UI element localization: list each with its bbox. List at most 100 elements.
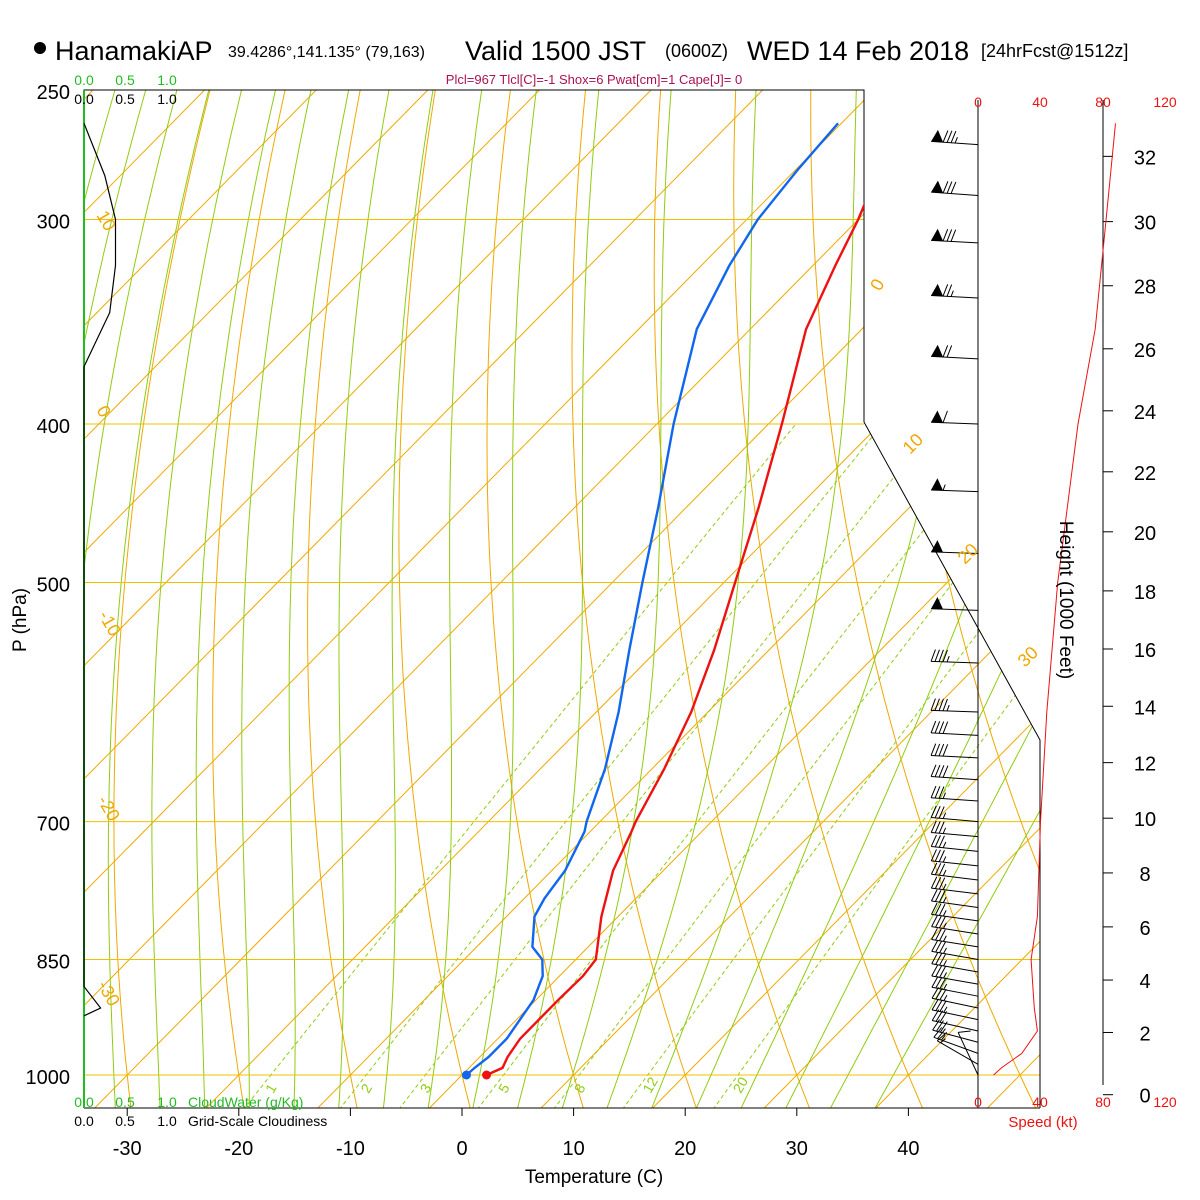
cloud-water-tick-bottom: 0.0 xyxy=(74,1094,94,1110)
dry-adiabat xyxy=(398,90,472,1108)
wind-barb-staff xyxy=(933,1036,979,1054)
wind-barb-flag xyxy=(931,940,939,952)
isotherm-line xyxy=(985,90,1040,1108)
wind-barb-staff xyxy=(931,986,979,997)
wind-barb xyxy=(931,540,979,554)
wind-barb-flag xyxy=(935,999,943,1011)
wind-barb-flag xyxy=(934,903,942,916)
wind-barb-flag xyxy=(934,849,941,862)
wind-barb-staff xyxy=(931,913,979,922)
wind-barb xyxy=(931,964,979,985)
dry-adiabat xyxy=(653,90,811,1108)
wind-barb-staff xyxy=(932,1029,979,1043)
mixing-ratio-label: 5 xyxy=(495,1081,513,1096)
wind-barb-flag xyxy=(942,721,949,734)
cloud-water-axis-title: CloudWater (g/Kg) xyxy=(188,1094,303,1110)
moist-adiabat xyxy=(516,90,603,1108)
moist-adiabat xyxy=(195,90,283,1108)
wind-barb-staff xyxy=(931,860,979,867)
temperature-line xyxy=(486,122,901,1077)
dewpoint-line xyxy=(465,122,840,1076)
height-axis-title: Height (1000 Feet) xyxy=(1055,521,1076,679)
wind-barb-half-flag xyxy=(942,896,947,903)
cloud-water-tick-top: 1.0 xyxy=(157,72,177,88)
cloud-water-tick-bottom: 1.0 xyxy=(157,1094,177,1110)
isotherm-line xyxy=(84,90,1015,1108)
wind-barb xyxy=(930,820,979,838)
wind-barb-flag xyxy=(938,890,946,903)
wind-barb xyxy=(931,283,979,299)
wind-barb-flag xyxy=(939,966,947,978)
wind-barb-staff xyxy=(931,775,979,781)
wind-barb-pennant xyxy=(931,228,944,242)
dry-adiabat xyxy=(959,90,1040,1108)
wind-barb-flag xyxy=(931,902,938,915)
moist-adiabat xyxy=(784,90,1040,1108)
cloudiness-tick-top: 0.0 xyxy=(74,91,94,107)
wind-barb-flag xyxy=(938,903,946,916)
wind-barb-flag xyxy=(930,764,937,777)
wind-barb-half-flag xyxy=(942,841,947,848)
wind-barb-flag xyxy=(950,130,957,143)
dry-adiabat xyxy=(885,90,1040,1108)
wind-barb-flag xyxy=(934,821,941,834)
wind-barb xyxy=(931,915,979,935)
isotherm-line xyxy=(92,90,1040,1108)
wind-barb-flag xyxy=(935,965,943,977)
isotherm-line xyxy=(315,90,1040,1108)
moist-adiabat xyxy=(107,90,217,1108)
wind-barb xyxy=(957,1030,979,1076)
wind-barb-flag xyxy=(942,765,949,778)
wind-barb-pennant xyxy=(931,540,944,553)
wind-barb-staff xyxy=(931,900,979,909)
wind-barb-flag xyxy=(930,820,937,833)
valid-utc: (0600Z) xyxy=(665,41,728,61)
height-tick-label: 16 xyxy=(1134,640,1156,662)
cloudiness-tick-top: 0.5 xyxy=(115,91,135,107)
wind-speed-tick-top: 0 xyxy=(974,94,982,110)
wind-barb-flag xyxy=(942,345,949,358)
wind-barb xyxy=(931,998,979,1021)
wind-barb-half-flag xyxy=(942,856,947,863)
cloud-water-tick-top: 0.0 xyxy=(74,72,94,88)
wind-barb-flag xyxy=(938,835,945,848)
wind-barb-half-flag xyxy=(942,869,947,876)
moist-adiabat xyxy=(151,90,250,1108)
temperature-tick-label: -20 xyxy=(224,1138,253,1160)
cloudiness-axis-title: Grid-Scale Cloudiness xyxy=(188,1113,327,1129)
wind-speed-axis-title: Speed (kt) xyxy=(1008,1114,1077,1131)
wind-barb-flag xyxy=(930,698,936,711)
mixing-ratio-line xyxy=(242,423,797,1108)
pressure-tick-label: 300 xyxy=(37,212,70,234)
wind-barb-flag xyxy=(930,876,938,889)
pressure-tick-label: 700 xyxy=(37,814,70,836)
moist-adiabat xyxy=(382,90,439,1108)
wind-barb xyxy=(931,180,979,196)
wind-barb xyxy=(931,478,979,493)
moist-adiabat xyxy=(427,90,487,1108)
wind-barb-half-flag xyxy=(943,1006,948,1013)
wind-speed-line xyxy=(993,123,1116,1076)
wind-barb-flag xyxy=(930,805,937,818)
chart-header: HanamakiAP 39.4286°,141.135° (79,163) Va… xyxy=(34,36,1128,87)
wind-barb-flag xyxy=(934,786,941,799)
wind-barb-flag xyxy=(946,229,953,242)
temperature-tick-label: 40 xyxy=(897,1138,919,1160)
pressure-tick-label: 1000 xyxy=(26,1067,71,1089)
wind-barb xyxy=(930,862,979,881)
wind-barb-flag xyxy=(931,915,938,927)
wind-barb-flag xyxy=(937,1028,946,1039)
wind-barb xyxy=(931,902,979,922)
wind-barb-staff xyxy=(931,551,979,554)
wind-barb-flag xyxy=(939,988,947,1001)
wind-barb-flag xyxy=(933,1027,943,1038)
dry-adiabat xyxy=(307,90,367,1108)
wind-barb-flag xyxy=(934,877,942,889)
moist-adiabat xyxy=(561,90,674,1108)
height-tick-label: 0 xyxy=(1139,1086,1150,1108)
wind-barb-staff xyxy=(931,660,979,664)
wind-barb xyxy=(933,1027,979,1054)
wind-barb-half-flag xyxy=(940,1034,946,1041)
moist-adiabat xyxy=(241,90,318,1108)
